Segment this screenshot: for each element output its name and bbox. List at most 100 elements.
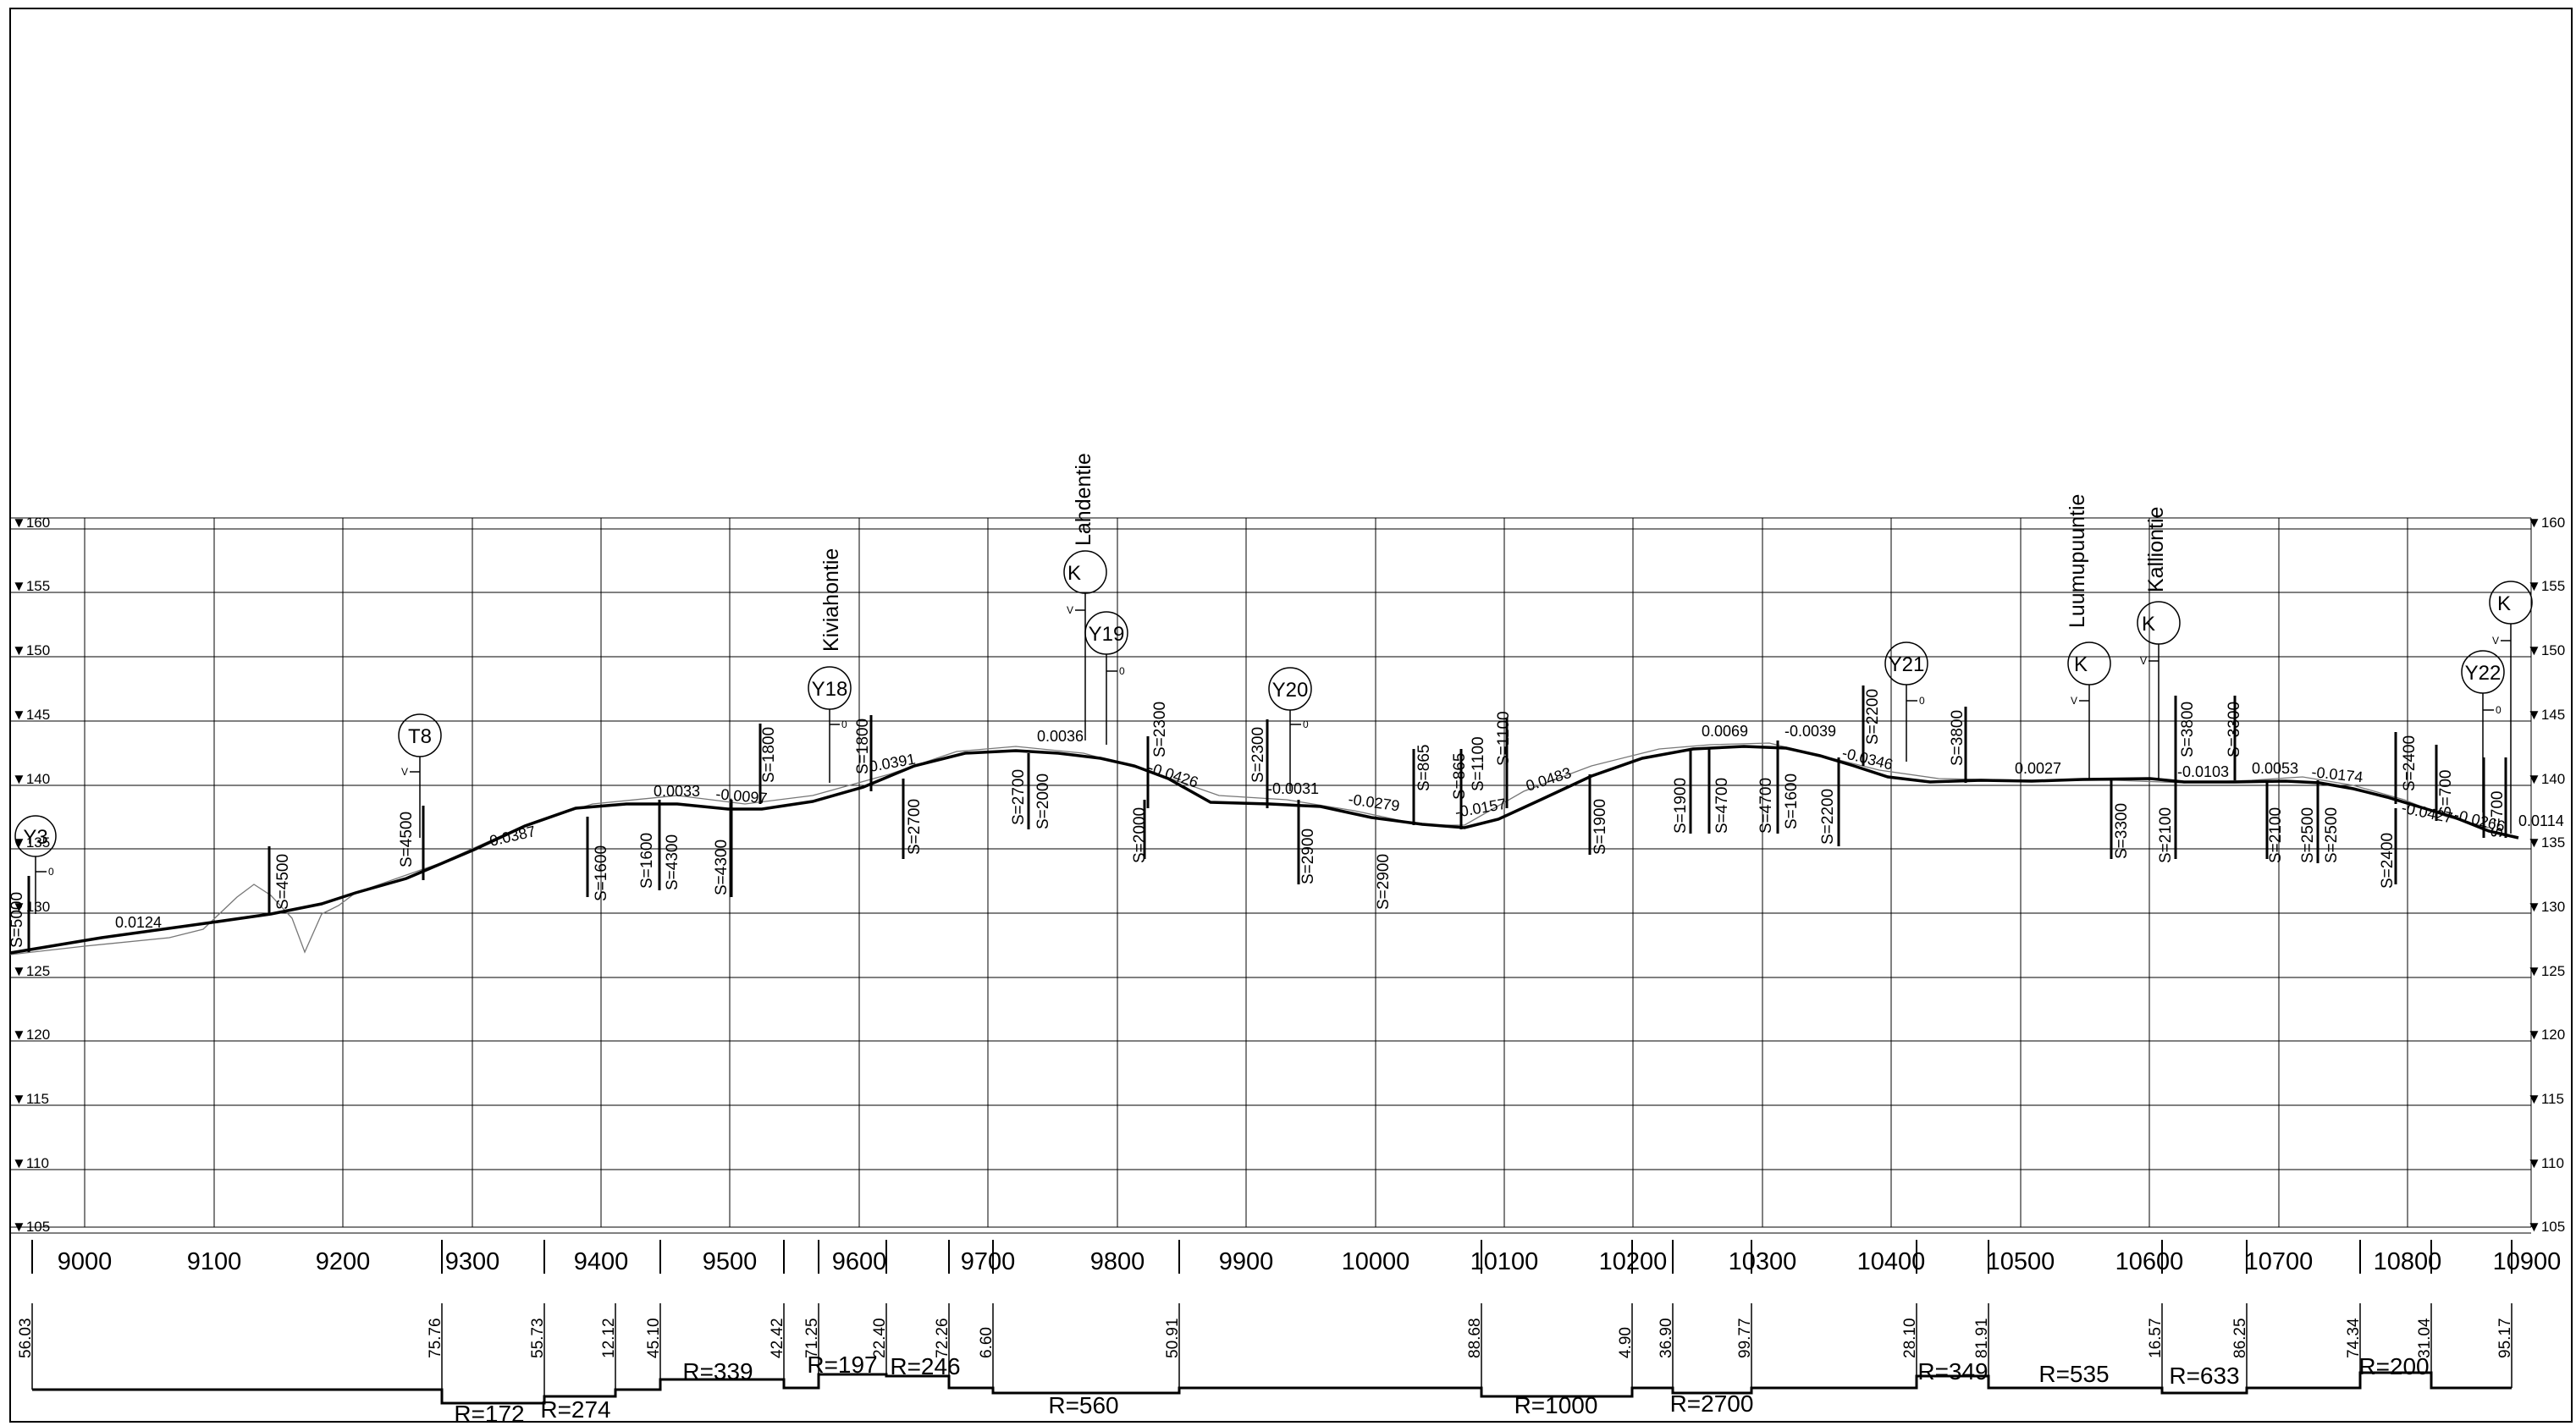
radius-label: R=349 bbox=[1917, 1358, 1988, 1385]
svg-text:▼145: ▼145 bbox=[2527, 707, 2565, 723]
marker-label: Y20 bbox=[1272, 679, 1309, 702]
curve-label: S=2700 bbox=[906, 799, 924, 855]
design-profile-line bbox=[9, 745, 2519, 955]
station-label: 9300 bbox=[445, 1248, 500, 1275]
marker-sub: 0 bbox=[48, 866, 54, 878]
grade-label: 0.0069 bbox=[1702, 723, 1748, 740]
curve-label: S=1600 bbox=[1783, 774, 1801, 829]
svg-text:▼135: ▼135 bbox=[2527, 834, 2565, 851]
elevation-label: 150 bbox=[26, 642, 50, 658]
chainage-label: 45.10 bbox=[645, 1318, 663, 1358]
elevation-label: 155 bbox=[2541, 578, 2565, 594]
station-label: 9000 bbox=[58, 1248, 113, 1275]
curve-label: S=865 bbox=[1451, 753, 1469, 800]
curve-label: S=2000 bbox=[1034, 774, 1052, 829]
curve-label: S=4700 bbox=[1713, 778, 1731, 834]
marker-label: K bbox=[2497, 592, 2511, 615]
curve-label: S=4500 bbox=[274, 854, 292, 910]
radius-label: R=633 bbox=[2169, 1363, 2239, 1389]
svg-text:▼120: ▼120 bbox=[2527, 1027, 2565, 1043]
radius-label: R=274 bbox=[540, 1396, 610, 1423]
curve-label: S=2700 bbox=[1010, 769, 1028, 825]
curve-label: S=1800 bbox=[760, 727, 778, 783]
elevation-label: 120 bbox=[26, 1027, 50, 1043]
curve-label: S=2100 bbox=[2157, 807, 2175, 863]
curve-label: S=2400 bbox=[2379, 833, 2397, 889]
elevation-label: 105 bbox=[26, 1219, 50, 1235]
curve-label: S=3300 bbox=[2226, 702, 2243, 757]
elevation-label: 105 bbox=[2541, 1219, 2565, 1235]
grade-label: 0.0036 bbox=[1037, 728, 1084, 745]
svg-text:▼140: ▼140 bbox=[2527, 771, 2565, 787]
svg-text:▼145: ▼145 bbox=[12, 707, 50, 723]
radius-label: R=200 bbox=[2358, 1353, 2429, 1379]
elevation-label: 140 bbox=[2541, 771, 2565, 787]
svg-text:▼140: ▼140 bbox=[12, 771, 50, 787]
chainage-label: 4.90 bbox=[1617, 1327, 1635, 1358]
station-label: 10500 bbox=[1987, 1248, 2055, 1275]
elevation-label: 160 bbox=[2541, 515, 2565, 531]
curve-label: S=2500 bbox=[2299, 807, 2317, 863]
chainage-label: 71.25 bbox=[803, 1318, 821, 1358]
grade-label: 0.0483 bbox=[1524, 764, 1574, 795]
grade-label: 0.0114 bbox=[2518, 812, 2564, 829]
svg-text:▼115: ▼115 bbox=[2527, 1091, 2564, 1107]
svg-text:▼110: ▼110 bbox=[12, 1155, 49, 1171]
station-label: 10400 bbox=[1857, 1248, 1926, 1275]
svg-text:▼105: ▼105 bbox=[2527, 1219, 2565, 1235]
elevation-label: 115 bbox=[2541, 1091, 2564, 1107]
curve-label: S=1600 bbox=[593, 845, 610, 901]
elevation-label: 110 bbox=[2541, 1155, 2564, 1171]
marker-label: K bbox=[2074, 653, 2088, 676]
curve-label: S=2200 bbox=[1864, 689, 1882, 745]
curve-label: S=2200 bbox=[1819, 789, 1837, 845]
curve-label: S=2000 bbox=[1131, 807, 1149, 863]
svg-text:▼160: ▼160 bbox=[2527, 515, 2565, 531]
elevation-label: 140 bbox=[26, 771, 50, 787]
marker-labels: Y3 T8 Y18 K Y19 Y20 Y21 K K Y22 K bbox=[23, 562, 2511, 849]
grade-label: -0.0103 bbox=[2177, 763, 2229, 780]
vertical-curve-labels: S=5000 S=4500 S=4500 S=1600 S=1600 S=430… bbox=[8, 689, 2507, 948]
elevation-label: 150 bbox=[2541, 642, 2565, 658]
grade-label: 0.0033 bbox=[654, 783, 700, 800]
grade-label: 0.0387 bbox=[488, 823, 537, 850]
curve-label: S=1100 bbox=[1495, 711, 1513, 766]
elevation-axis-right: ▼160 ▼155 ▼150 ▼145 ▼140 ▼135 ▼130 ▼125 … bbox=[2527, 515, 2565, 1235]
curve-label: S=3800 bbox=[1949, 710, 1966, 766]
grade-label: 0.0053 bbox=[2252, 760, 2298, 777]
profile-markers bbox=[14, 550, 2533, 914]
marker-sublabels: 0 V 0 V 0 0 0 V V 0 V bbox=[48, 604, 2502, 878]
chainage-label: 86.25 bbox=[2231, 1318, 2249, 1358]
curve-label: S=4300 bbox=[664, 834, 681, 890]
grade-label: -0.0039 bbox=[1784, 723, 1836, 740]
curve-label: S=2900 bbox=[1375, 854, 1393, 910]
svg-text:▼135: ▼135 bbox=[12, 834, 50, 851]
radius-label: R=1000 bbox=[1514, 1392, 1598, 1418]
elevation-label: 155 bbox=[26, 578, 50, 594]
chainage-label: 22.40 bbox=[871, 1318, 889, 1358]
station-label: 9800 bbox=[1090, 1248, 1145, 1275]
grade-label: 0.0027 bbox=[2015, 760, 2061, 777]
marker-label: T8 bbox=[408, 725, 432, 748]
station-label: 10200 bbox=[1599, 1248, 1668, 1275]
radius-label: R=246 bbox=[890, 1353, 960, 1379]
station-label: 10900 bbox=[2493, 1248, 2562, 1275]
curve-label: S=1900 bbox=[1591, 799, 1609, 855]
elevation-label: 145 bbox=[26, 707, 50, 723]
chainage-label: 16.57 bbox=[2147, 1318, 2165, 1358]
svg-text:▼155: ▼155 bbox=[12, 578, 50, 594]
chainage-label: 55.73 bbox=[529, 1318, 547, 1358]
station-labels: 9000 9100 9200 9300 9400 9500 9600 9700 … bbox=[58, 1248, 2562, 1275]
road-names: Lahdentie Kiviahontie Luumupuuntie Kalli… bbox=[819, 453, 2168, 652]
station-label: 10100 bbox=[1470, 1248, 1539, 1275]
radius-label: R=172 bbox=[454, 1401, 524, 1426]
chainage-label: 50.91 bbox=[1164, 1318, 1182, 1358]
marker-sub: 0 bbox=[2496, 704, 2502, 716]
elevation-label: 120 bbox=[2541, 1027, 2565, 1043]
radius-label: R=560 bbox=[1048, 1392, 1118, 1418]
marker-sub: V bbox=[1067, 604, 1073, 616]
elevation-label: 115 bbox=[26, 1091, 49, 1107]
marker-sub: V bbox=[2071, 695, 2077, 707]
station-label: 10600 bbox=[2115, 1248, 2184, 1275]
radius-label: R=535 bbox=[2038, 1361, 2109, 1387]
